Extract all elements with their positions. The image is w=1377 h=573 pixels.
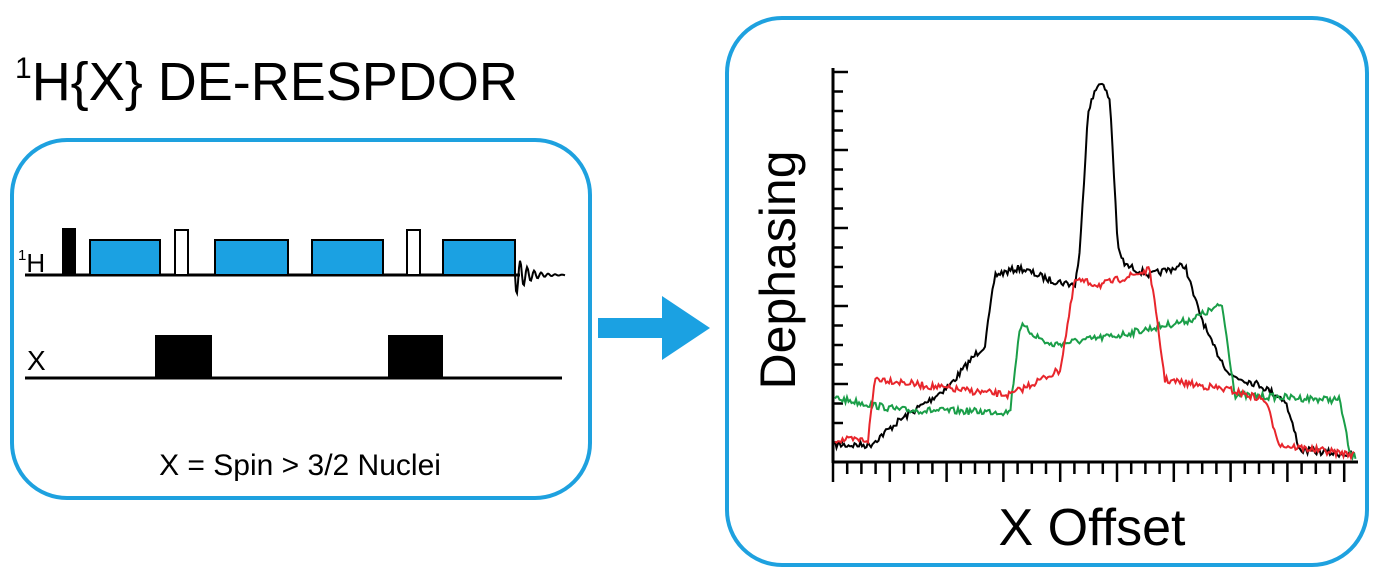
block <box>442 239 516 276</box>
red-trace <box>834 266 1355 462</box>
sequence-box <box>10 138 592 500</box>
fid <box>514 260 566 297</box>
green-trace <box>834 302 1357 462</box>
block <box>89 239 161 276</box>
channel-label: 1H <box>18 247 45 278</box>
pi-pulse <box>406 229 421 276</box>
axes <box>831 68 1358 482</box>
block <box>214 239 289 276</box>
pulse <box>62 228 76 275</box>
channel-label: X <box>27 345 46 376</box>
y-label: Dephasing <box>750 150 806 389</box>
channel-sup: 1 <box>18 247 26 264</box>
block <box>311 239 384 276</box>
title-sup: 1 <box>15 52 32 85</box>
title-main: H{X} DE-RESPDOR <box>32 52 518 112</box>
black-trace <box>834 82 1355 459</box>
plot-box <box>725 16 1369 567</box>
x-label: X Offset <box>999 499 1186 557</box>
pi-pulse <box>174 229 189 276</box>
caption: X = Spin > 3/2 Nuclei <box>159 449 441 482</box>
channel-name: H <box>26 248 45 278</box>
recoupling-blocks <box>89 239 516 276</box>
title: 1H{X} DE-RESPDOR <box>15 52 518 112</box>
x-pulse <box>388 335 443 378</box>
x-pulse <box>155 335 212 378</box>
arrow <box>598 296 710 360</box>
